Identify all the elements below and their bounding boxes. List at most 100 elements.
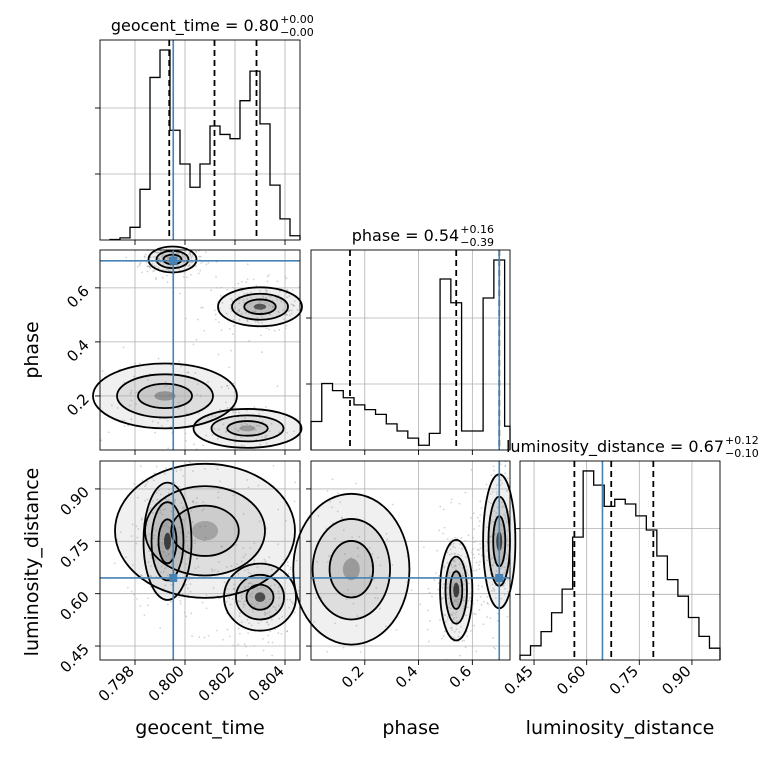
sample-point bbox=[171, 563, 173, 566]
sample-point bbox=[163, 385, 166, 388]
sample-point bbox=[265, 327, 268, 330]
sample-point bbox=[130, 391, 133, 394]
sample-point bbox=[317, 515, 320, 517]
sample-point bbox=[456, 600, 459, 603]
sample-point bbox=[452, 618, 455, 621]
sample-point bbox=[490, 535, 493, 538]
sample-point bbox=[267, 641, 270, 644]
sample-point bbox=[150, 556, 153, 559]
sample-point bbox=[155, 251, 158, 254]
contour-line bbox=[311, 518, 391, 621]
sample-point bbox=[226, 628, 229, 631]
sample-point bbox=[463, 579, 466, 582]
sample-point bbox=[176, 252, 179, 255]
sample-point bbox=[467, 606, 469, 609]
density-peak bbox=[253, 303, 267, 310]
panel-title: luminosity_distance = 0.67 bbox=[506, 437, 724, 457]
sample-point bbox=[440, 637, 443, 640]
sample-point bbox=[246, 654, 249, 657]
sample-point bbox=[218, 321, 220, 324]
panel-title: geocent_time = 0.80 bbox=[111, 16, 279, 36]
sample-point bbox=[213, 309, 216, 312]
sample-point bbox=[276, 385, 279, 388]
y-axis-label-luminosity_distance: luminosity_distance bbox=[21, 468, 43, 657]
sample-point bbox=[265, 588, 267, 591]
sample-point bbox=[259, 334, 262, 337]
sample-point bbox=[294, 481, 297, 484]
sample-point bbox=[289, 568, 292, 571]
sample-point bbox=[504, 472, 507, 475]
sample-point bbox=[489, 617, 492, 620]
sample-point bbox=[192, 500, 194, 503]
sample-point bbox=[170, 425, 173, 428]
sample-point bbox=[473, 556, 476, 559]
sample-point bbox=[271, 654, 274, 657]
sample-point bbox=[229, 306, 232, 309]
sample-point bbox=[181, 506, 184, 508]
sample-point bbox=[454, 536, 456, 539]
sample-point bbox=[240, 426, 243, 429]
sample-point bbox=[183, 271, 185, 274]
y-tick-label: 0.4 bbox=[63, 336, 93, 366]
sample-point bbox=[277, 294, 280, 297]
sample-point bbox=[446, 583, 448, 585]
sample-point bbox=[259, 586, 262, 589]
sample-point bbox=[489, 554, 492, 557]
sample-point bbox=[153, 264, 156, 267]
sample-point bbox=[495, 491, 498, 493]
sample-point bbox=[428, 591, 431, 594]
density-peak bbox=[239, 425, 256, 432]
sample-point bbox=[461, 547, 463, 550]
sample-point bbox=[211, 434, 214, 436]
sample-point bbox=[101, 370, 104, 372]
sample-point bbox=[198, 636, 201, 639]
sample-point bbox=[475, 569, 478, 572]
sample-point bbox=[178, 596, 181, 599]
sample-point bbox=[444, 614, 447, 617]
sample-point bbox=[238, 310, 241, 313]
sample-point bbox=[426, 609, 429, 612]
sample-point bbox=[507, 529, 509, 532]
sample-point bbox=[160, 535, 163, 538]
sample-point bbox=[199, 269, 202, 272]
sample-point bbox=[136, 496, 139, 499]
sample-point bbox=[193, 443, 196, 446]
sample-point bbox=[503, 572, 506, 574]
x-tick-label: 0.45 bbox=[501, 662, 537, 698]
sample-point bbox=[347, 588, 349, 591]
sample-point bbox=[442, 508, 445, 511]
sample-point bbox=[266, 280, 269, 283]
sample-point bbox=[135, 542, 138, 545]
sample-point bbox=[143, 614, 146, 617]
sample-point bbox=[185, 562, 187, 565]
sample-point bbox=[128, 404, 131, 407]
sample-point bbox=[157, 266, 160, 269]
sample-point bbox=[451, 629, 454, 631]
density-peak bbox=[453, 582, 460, 598]
sample-point bbox=[452, 611, 455, 614]
sample-point bbox=[223, 581, 226, 584]
sample-point bbox=[189, 461, 191, 464]
sample-point bbox=[410, 589, 413, 592]
sample-point bbox=[457, 602, 460, 605]
sample-point bbox=[439, 505, 442, 508]
sample-point bbox=[282, 309, 285, 311]
sample-point bbox=[204, 251, 207, 254]
sample-point bbox=[161, 513, 164, 516]
sample-point bbox=[246, 479, 249, 481]
sample-point bbox=[478, 520, 481, 522]
sample-point bbox=[179, 602, 182, 605]
sample-point bbox=[250, 624, 253, 627]
sample-point bbox=[238, 411, 240, 414]
sample-point bbox=[265, 291, 268, 293]
sample-point bbox=[280, 300, 283, 303]
sample-point bbox=[443, 566, 446, 569]
sample-point bbox=[194, 265, 197, 268]
sample-point bbox=[231, 598, 234, 601]
sample-point bbox=[154, 431, 157, 434]
sample-point bbox=[278, 431, 281, 434]
sample-point bbox=[198, 255, 201, 258]
sample-point bbox=[180, 365, 183, 367]
sample-point bbox=[151, 263, 154, 265]
